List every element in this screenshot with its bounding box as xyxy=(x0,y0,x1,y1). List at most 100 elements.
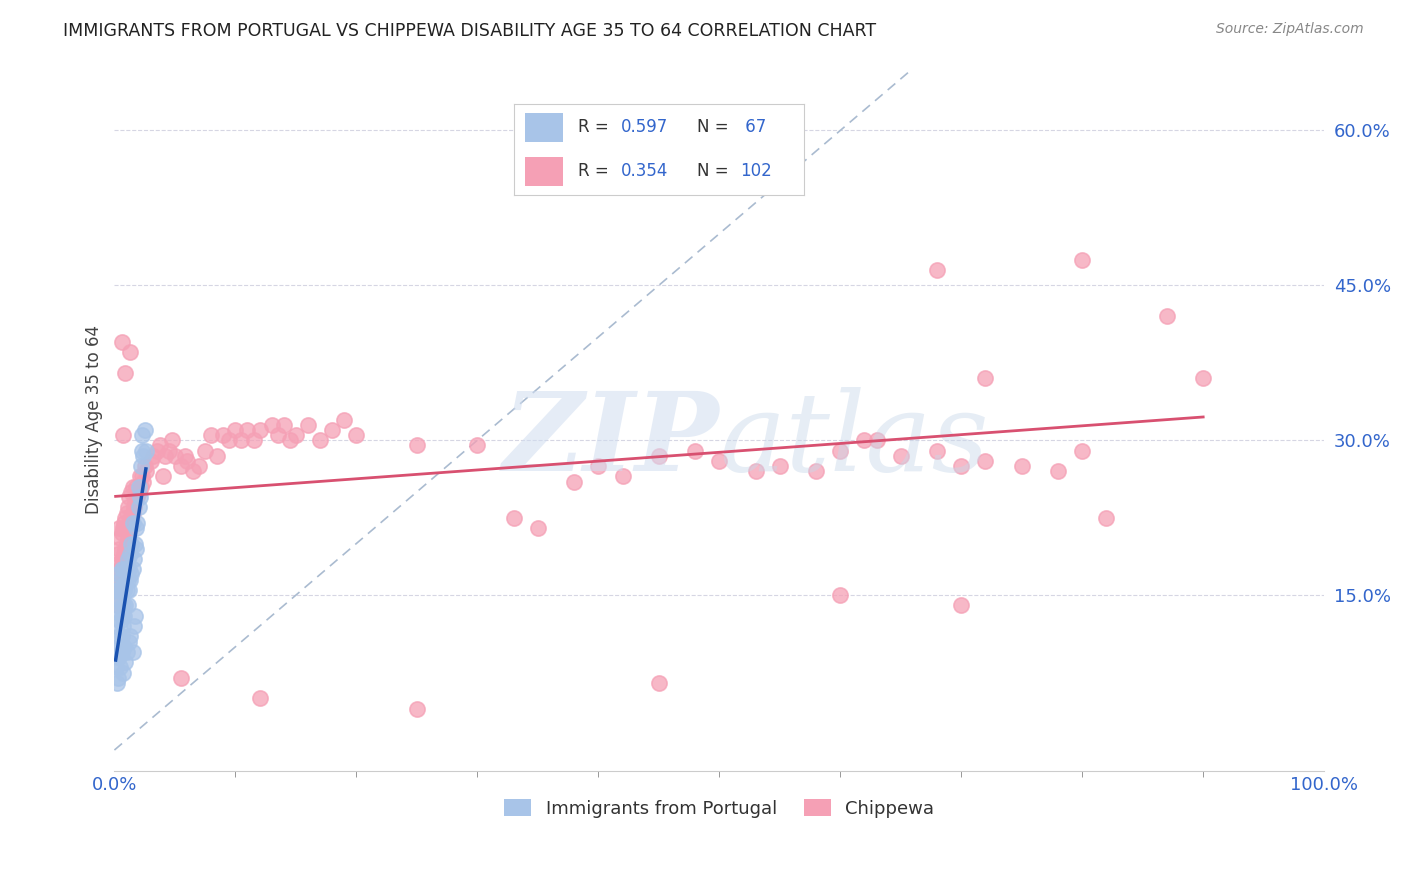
Point xyxy=(125,541,148,556)
Point xyxy=(242,434,264,448)
Point xyxy=(124,495,146,509)
Point xyxy=(309,434,332,448)
Text: Source: ZipAtlas.com: Source: ZipAtlas.com xyxy=(1216,22,1364,37)
Point xyxy=(121,480,143,494)
Point xyxy=(110,614,132,628)
Point xyxy=(118,634,141,648)
Point xyxy=(112,516,135,530)
Point xyxy=(120,630,142,644)
Point xyxy=(104,578,127,592)
Point xyxy=(249,423,271,437)
Point xyxy=(110,593,132,607)
Point xyxy=(111,526,134,541)
Point xyxy=(110,562,132,576)
Point xyxy=(120,547,142,561)
Point xyxy=(142,449,165,463)
Point xyxy=(115,645,138,659)
Point xyxy=(104,660,127,674)
Point xyxy=(135,464,157,478)
Point xyxy=(709,454,731,468)
Point xyxy=(925,263,948,277)
Point xyxy=(125,521,148,535)
Point xyxy=(176,454,198,468)
Point xyxy=(284,428,307,442)
Point xyxy=(112,608,135,623)
Point xyxy=(122,619,145,633)
Text: IMMIGRANTS FROM PORTUGAL VS CHIPPEWA DISABILITY AGE 35 TO 64 CORRELATION CHART: IMMIGRANTS FROM PORTUGAL VS CHIPPEWA DIS… xyxy=(63,22,876,40)
Point xyxy=(260,417,283,432)
Point xyxy=(162,434,184,448)
Point xyxy=(129,459,152,474)
Point xyxy=(502,510,524,524)
Point xyxy=(108,541,131,556)
Point xyxy=(170,671,193,685)
Text: atlas: atlas xyxy=(720,387,988,494)
Point xyxy=(333,412,356,426)
Point xyxy=(108,604,131,618)
Point xyxy=(853,434,876,448)
Point xyxy=(105,640,128,654)
Point xyxy=(128,500,150,515)
Point xyxy=(114,578,136,592)
Point xyxy=(112,582,135,597)
Point xyxy=(122,552,145,566)
Point xyxy=(114,599,136,613)
Point xyxy=(110,573,132,587)
Point xyxy=(122,500,145,515)
Point xyxy=(648,449,671,463)
Point xyxy=(131,443,153,458)
Point xyxy=(111,428,134,442)
Point xyxy=(278,434,301,448)
Point xyxy=(405,702,427,716)
Point xyxy=(890,449,912,463)
Point xyxy=(1046,464,1069,478)
Point xyxy=(117,532,139,546)
Point xyxy=(128,480,150,494)
Point xyxy=(128,469,150,483)
Point xyxy=(121,506,143,520)
Point xyxy=(1011,459,1033,474)
Point xyxy=(128,490,150,504)
Point xyxy=(170,459,193,474)
Point xyxy=(132,475,155,489)
Point xyxy=(231,434,253,448)
Point xyxy=(527,521,550,535)
Point xyxy=(163,449,186,463)
Point xyxy=(105,599,128,613)
Point xyxy=(110,660,132,674)
Point xyxy=(1071,443,1094,458)
Point xyxy=(120,573,142,587)
Point xyxy=(124,536,146,550)
Text: ZIP: ZIP xyxy=(503,387,720,494)
Point xyxy=(194,443,217,458)
Point xyxy=(114,366,136,380)
Point xyxy=(120,567,142,582)
Point xyxy=(118,521,141,535)
Point xyxy=(111,665,134,680)
Point xyxy=(267,428,290,442)
Point xyxy=(127,516,149,530)
Point xyxy=(111,578,134,592)
Point xyxy=(865,434,887,448)
Point xyxy=(157,443,180,458)
Point xyxy=(111,557,134,571)
Point xyxy=(925,443,948,458)
Point xyxy=(155,449,177,463)
Point xyxy=(131,428,153,442)
Point xyxy=(125,480,148,494)
Point xyxy=(105,557,128,571)
Point xyxy=(224,423,246,437)
Point xyxy=(107,671,129,685)
Point xyxy=(135,443,157,458)
Point xyxy=(107,567,129,582)
Point xyxy=(120,516,142,530)
Point xyxy=(134,423,156,437)
Point xyxy=(121,645,143,659)
Point xyxy=(117,500,139,515)
Point xyxy=(120,536,142,550)
Point xyxy=(118,582,141,597)
Point xyxy=(1156,310,1178,324)
Point xyxy=(117,573,139,587)
Point xyxy=(465,438,488,452)
Point xyxy=(128,484,150,499)
